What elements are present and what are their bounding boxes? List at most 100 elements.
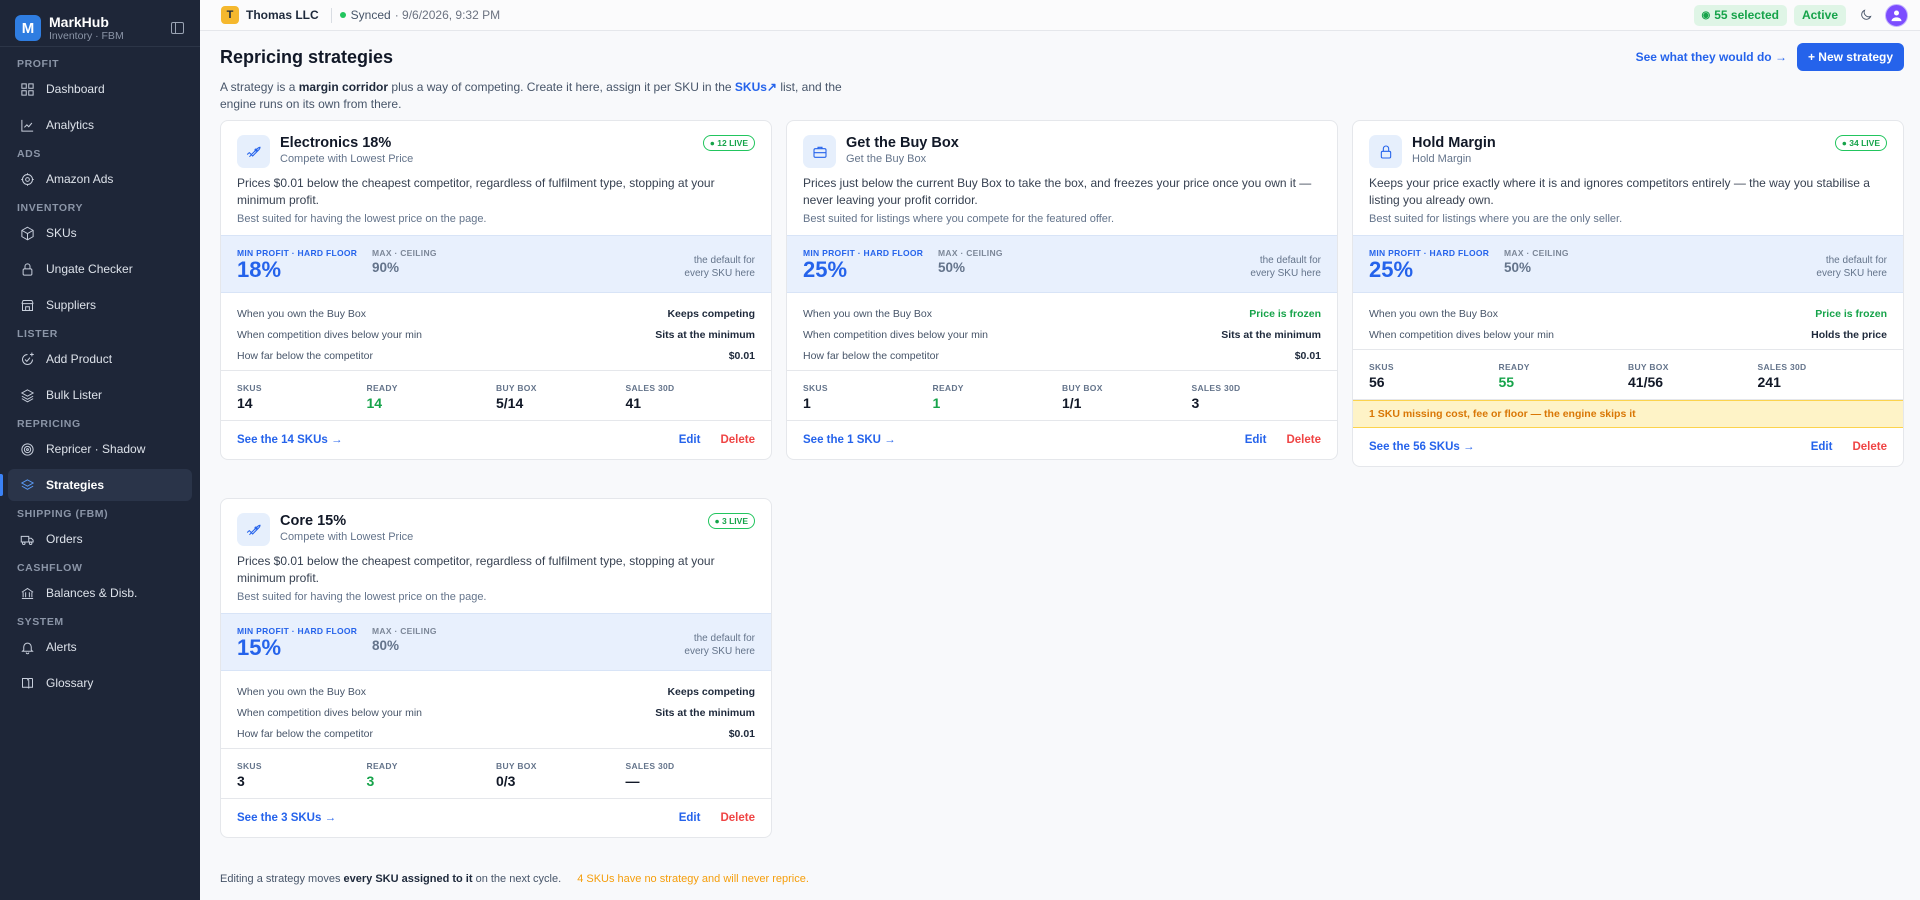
margin-corridor: MIN PROFIT · HARD FLOOR 18% MAX · CEILING 9… — [221, 235, 771, 293]
lock-icon — [1369, 135, 1402, 168]
app-logo[interactable]: M — [15, 15, 41, 41]
skus-value: 3 — [237, 773, 245, 789]
nav-section-label: INVENTORY — [17, 202, 84, 214]
sidebar-item-label: Suppliers — [46, 298, 97, 312]
max-ceiling-value: 80% — [372, 638, 400, 653]
sales-label: SALES 30D — [625, 383, 675, 393]
sidebar-item-analytics[interactable]: Analytics — [8, 109, 192, 141]
ready-value: 14 — [366, 395, 383, 411]
sync-time: · 9/6/2026, 9:32 PM — [394, 8, 501, 22]
delete-button[interactable]: Delete — [1286, 434, 1321, 446]
app-subtitle: Inventory · FBM — [49, 30, 124, 43]
min-profit-label: MIN PROFIT · HARD FLOOR — [237, 248, 358, 258]
book-icon — [19, 675, 35, 691]
sidebar-item-dashboard[interactable]: Dashboard — [8, 73, 192, 105]
selected-badge[interactable]: ◉ 55 selected — [1693, 4, 1787, 26]
rule-value: $0.01 — [728, 349, 755, 362]
max-ceiling-value: 90% — [372, 260, 400, 275]
margin-corridor: MIN PROFIT · HARD FLOOR 15% MAX · CEILING 8… — [221, 613, 771, 671]
sidebar-item-suppliers[interactable]: Suppliers — [8, 289, 192, 321]
delete-button[interactable]: Delete — [720, 812, 755, 824]
rule-row: How far below the competitor $0.01 — [237, 345, 755, 366]
ready-value: 55 — [1498, 374, 1515, 390]
sidebar-item-amazon-ads[interactable]: Amazon Ads — [8, 163, 192, 195]
rule-label: How far below the competitor — [237, 727, 373, 740]
sidebar-item-strategies[interactable]: Strategies — [0, 469, 192, 501]
rule-row: When you own the Buy Box Price is frozen — [803, 303, 1321, 324]
edit-button[interactable]: Edit — [1244, 434, 1267, 446]
edit-button[interactable]: Edit — [678, 812, 701, 824]
sidebar-item-repricer-shadow[interactable]: Repricer · Shadow — [8, 433, 192, 465]
sidebar-item-label: Orders — [46, 532, 83, 546]
strategy-name: Get the Buy Box — [846, 135, 959, 151]
buy-box-label: BUY BOX — [496, 761, 537, 771]
sidebar-item-label: Dashboard — [46, 82, 105, 96]
see-what-they-would-do-link[interactable]: See what they would do → — [1635, 50, 1787, 64]
sync-status-dot-icon — [339, 12, 346, 18]
max-ceiling-label: MAX · CEILING — [938, 248, 1003, 258]
sidebar-item-alerts[interactable]: Alerts — [8, 631, 192, 663]
rule-label: How far below the competitor — [237, 349, 373, 362]
user-avatar-icon[interactable] — [1885, 3, 1908, 27]
min-profit-label: MIN PROFIT · HARD FLOOR — [237, 626, 358, 636]
sidebar-item-label: Amazon Ads — [46, 172, 114, 186]
sidebar-item-glossary[interactable]: Glossary — [8, 667, 192, 699]
edit-button[interactable]: Edit — [1810, 441, 1833, 453]
rule-label: How far below the competitor — [803, 349, 939, 362]
strategy-card: Get the Buy Box Get the Buy Box Prices jus… — [786, 120, 1338, 460]
see-skus-link[interactable]: See the 3 SKUs → — [237, 812, 337, 824]
ready-label: READY — [1498, 362, 1530, 372]
layers-icon — [19, 387, 35, 403]
footer-note: Editing a strategy moves every SKU assig… — [220, 873, 809, 885]
unassigned-skus-warning[interactable]: 4 SKUs have no strategy and will never r… — [577, 873, 809, 885]
default-note: the default for every SKU here — [1250, 255, 1321, 279]
brand: M MarkHub Inventory · FBM — [0, 0, 200, 47]
strategy-best-suited: Best suited for listings where you compe… — [803, 213, 1115, 225]
status-badge[interactable]: Active — [1793, 4, 1846, 26]
rule-value: Holds the price — [1811, 328, 1887, 341]
sidebar: M MarkHub Inventory · FBM PROFIT Dashboar… — [0, 0, 200, 900]
strategy-name: Core 15% — [280, 513, 347, 529]
strategy-name: Electronics 18% — [280, 135, 392, 151]
rule-row: How far below the competitor $0.01 — [803, 345, 1321, 366]
delete-button[interactable]: Delete — [720, 434, 755, 446]
org-avatar[interactable]: T — [221, 6, 239, 24]
edit-button[interactable]: Edit — [678, 434, 701, 446]
see-skus-link[interactable]: See the 14 SKUs → — [237, 434, 343, 446]
see-skus-link[interactable]: See the 56 SKUs → — [1369, 441, 1475, 453]
see-skus-link[interactable]: See the 1 SKU → — [803, 434, 896, 446]
sidebar-item-label: Glossary — [46, 676, 94, 690]
eye-icon: ◉ — [1701, 9, 1711, 21]
sidebar-collapse-icon[interactable] — [171, 22, 184, 34]
rule-label: When you own the Buy Box — [1369, 307, 1498, 320]
sidebar-item-add-product[interactable]: Add Product — [8, 343, 192, 375]
theme-toggle-moon-icon[interactable] — [1854, 3, 1878, 27]
briefcase-icon — [803, 135, 836, 168]
chart-icon — [19, 117, 35, 133]
skus-link[interactable]: SKUs↗ — [734, 80, 777, 94]
buy-box-label: BUY BOX — [1062, 383, 1103, 393]
default-note: the default for every SKU here — [684, 633, 755, 657]
default-note: the default for every SKU here — [1816, 255, 1887, 279]
sidebar-item-ungate-checker[interactable]: Ungate Checker — [8, 253, 192, 285]
strategies-icon — [19, 477, 35, 493]
sidebar-item-skus[interactable]: SKUs — [8, 217, 192, 249]
max-ceiling-value: 50% — [1504, 260, 1532, 275]
strategy-best-suited: Best suited for listings where you are t… — [1369, 213, 1623, 225]
strategy-stats: SKUS 14 READY 14 BUY BOX 5/14 SALES 30D 41 — [221, 371, 771, 421]
sales-value: — — [625, 773, 640, 789]
rule-row: When competition dives below your min Sit… — [803, 324, 1321, 345]
strategy-rules: When you own the Buy Box Price is frozen W… — [787, 293, 1337, 371]
org-name[interactable]: Thomas LLC — [246, 8, 319, 22]
sidebar-item-balances-disb[interactable]: Balances & Disb. — [8, 577, 192, 609]
sidebar-item-orders[interactable]: Orders — [8, 523, 192, 555]
strategy-grid: Electronics 18% Compete with Lowest Price… — [220, 120, 1904, 860]
margin-corridor: MIN PROFIT · HARD FLOOR 25% MAX · CEILING 5… — [1353, 235, 1903, 293]
new-strategy-button[interactable]: + New strategy — [1796, 43, 1904, 71]
page-title: Repricing strategies — [220, 46, 394, 67]
sales-label: SALES 30D — [1757, 362, 1807, 372]
sidebar-item-bulk-lister[interactable]: Bulk Lister — [8, 379, 192, 411]
delete-button[interactable]: Delete — [1852, 441, 1887, 453]
strategy-name: Hold Margin — [1412, 135, 1496, 151]
ready-label: READY — [366, 761, 398, 771]
